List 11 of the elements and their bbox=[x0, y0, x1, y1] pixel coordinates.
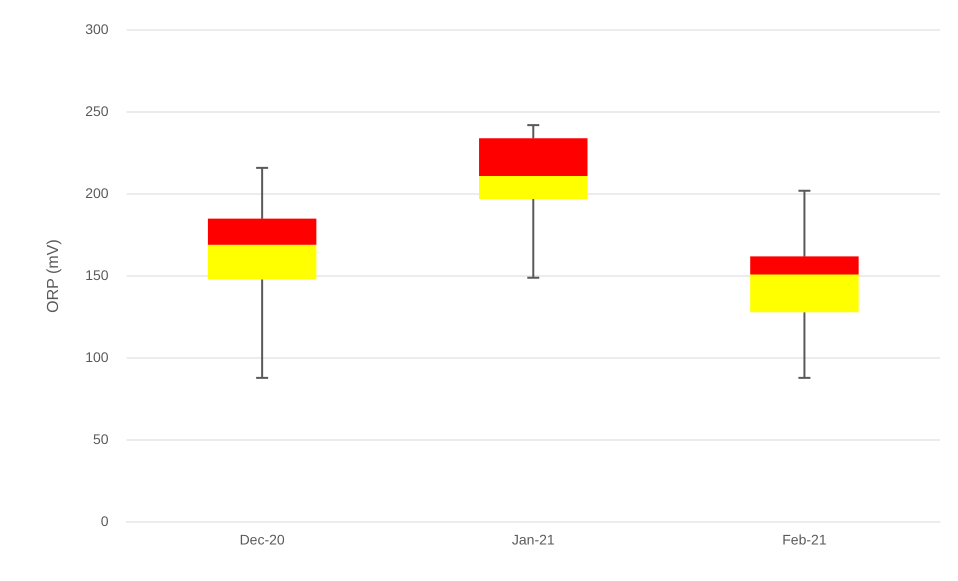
y-axis-title: ORP (mV) bbox=[45, 239, 62, 313]
y-tick-label: 50 bbox=[92, 431, 109, 448]
y-tick-label: 100 bbox=[85, 348, 109, 365]
y-tick-label: 250 bbox=[85, 102, 109, 119]
y-tick-label: 200 bbox=[85, 184, 109, 201]
x-tick-label: Dec-20 bbox=[240, 531, 285, 548]
x-tick-label: Jan-21 bbox=[512, 531, 555, 548]
y-tick-label: 300 bbox=[85, 20, 109, 37]
x-tick-label: Feb-21 bbox=[782, 531, 827, 548]
y-tick-label: 150 bbox=[85, 266, 109, 283]
y-tick-label: 0 bbox=[100, 513, 109, 530]
